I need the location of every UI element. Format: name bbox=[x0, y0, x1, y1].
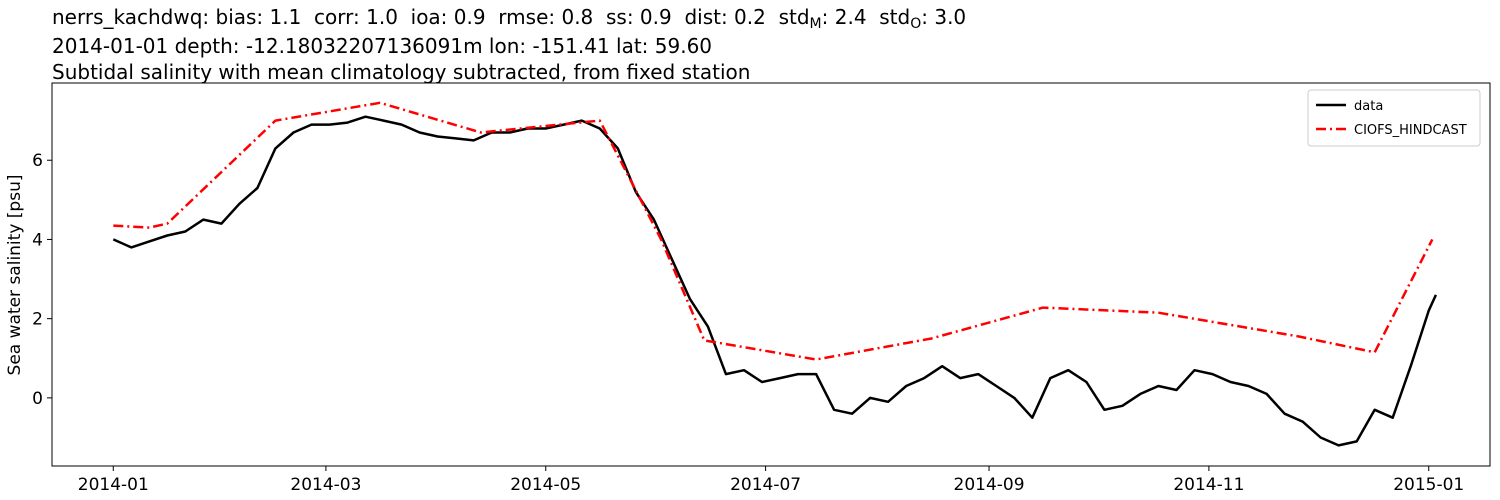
x-tick-label: 2014-03 bbox=[290, 475, 361, 495]
chart-subtitle: 2014-01-01 depth: -12.18032207136091m lo… bbox=[52, 34, 712, 58]
y-axis-label: Sea water salinity [psu] bbox=[5, 175, 25, 376]
y-tick-label: 0 bbox=[32, 389, 43, 409]
legend-label: data bbox=[1354, 99, 1383, 114]
x-tick-label: 2014-01 bbox=[78, 475, 149, 495]
x-tick-label: 2014-09 bbox=[954, 475, 1025, 495]
y-tick-label: 4 bbox=[32, 230, 43, 250]
chart-subtitle: Subtidal salinity with mean climatology … bbox=[52, 60, 750, 84]
x-tick-label: 2015-01 bbox=[1393, 475, 1464, 495]
y-tick-label: 6 bbox=[32, 151, 43, 171]
legend-box bbox=[1307, 89, 1481, 147]
x-tick-label: 2014-07 bbox=[730, 475, 801, 495]
x-tick-label: 2014-05 bbox=[510, 475, 581, 495]
title-text: : 3.0 bbox=[921, 5, 966, 29]
chart-title: nerrs_kachdwq: bias: 1.1 corr: 1.0 ioa: … bbox=[52, 5, 966, 32]
data-line bbox=[112, 115, 1438, 447]
title-text: nerrs_kachdwq: bias: 1.1 corr: 1.0 ioa: … bbox=[52, 5, 810, 29]
title-text: : 2.4 std bbox=[822, 5, 911, 29]
legend-label: CIOFS_HINDCAST bbox=[1354, 123, 1467, 138]
data-line bbox=[113, 101, 1434, 361]
y-tick-label: 2 bbox=[32, 310, 43, 330]
x-tick-label: 2014-11 bbox=[1173, 475, 1244, 495]
title-subscript: O bbox=[910, 16, 921, 32]
title-subscript: M bbox=[810, 16, 822, 32]
plot-area bbox=[51, 82, 1491, 467]
